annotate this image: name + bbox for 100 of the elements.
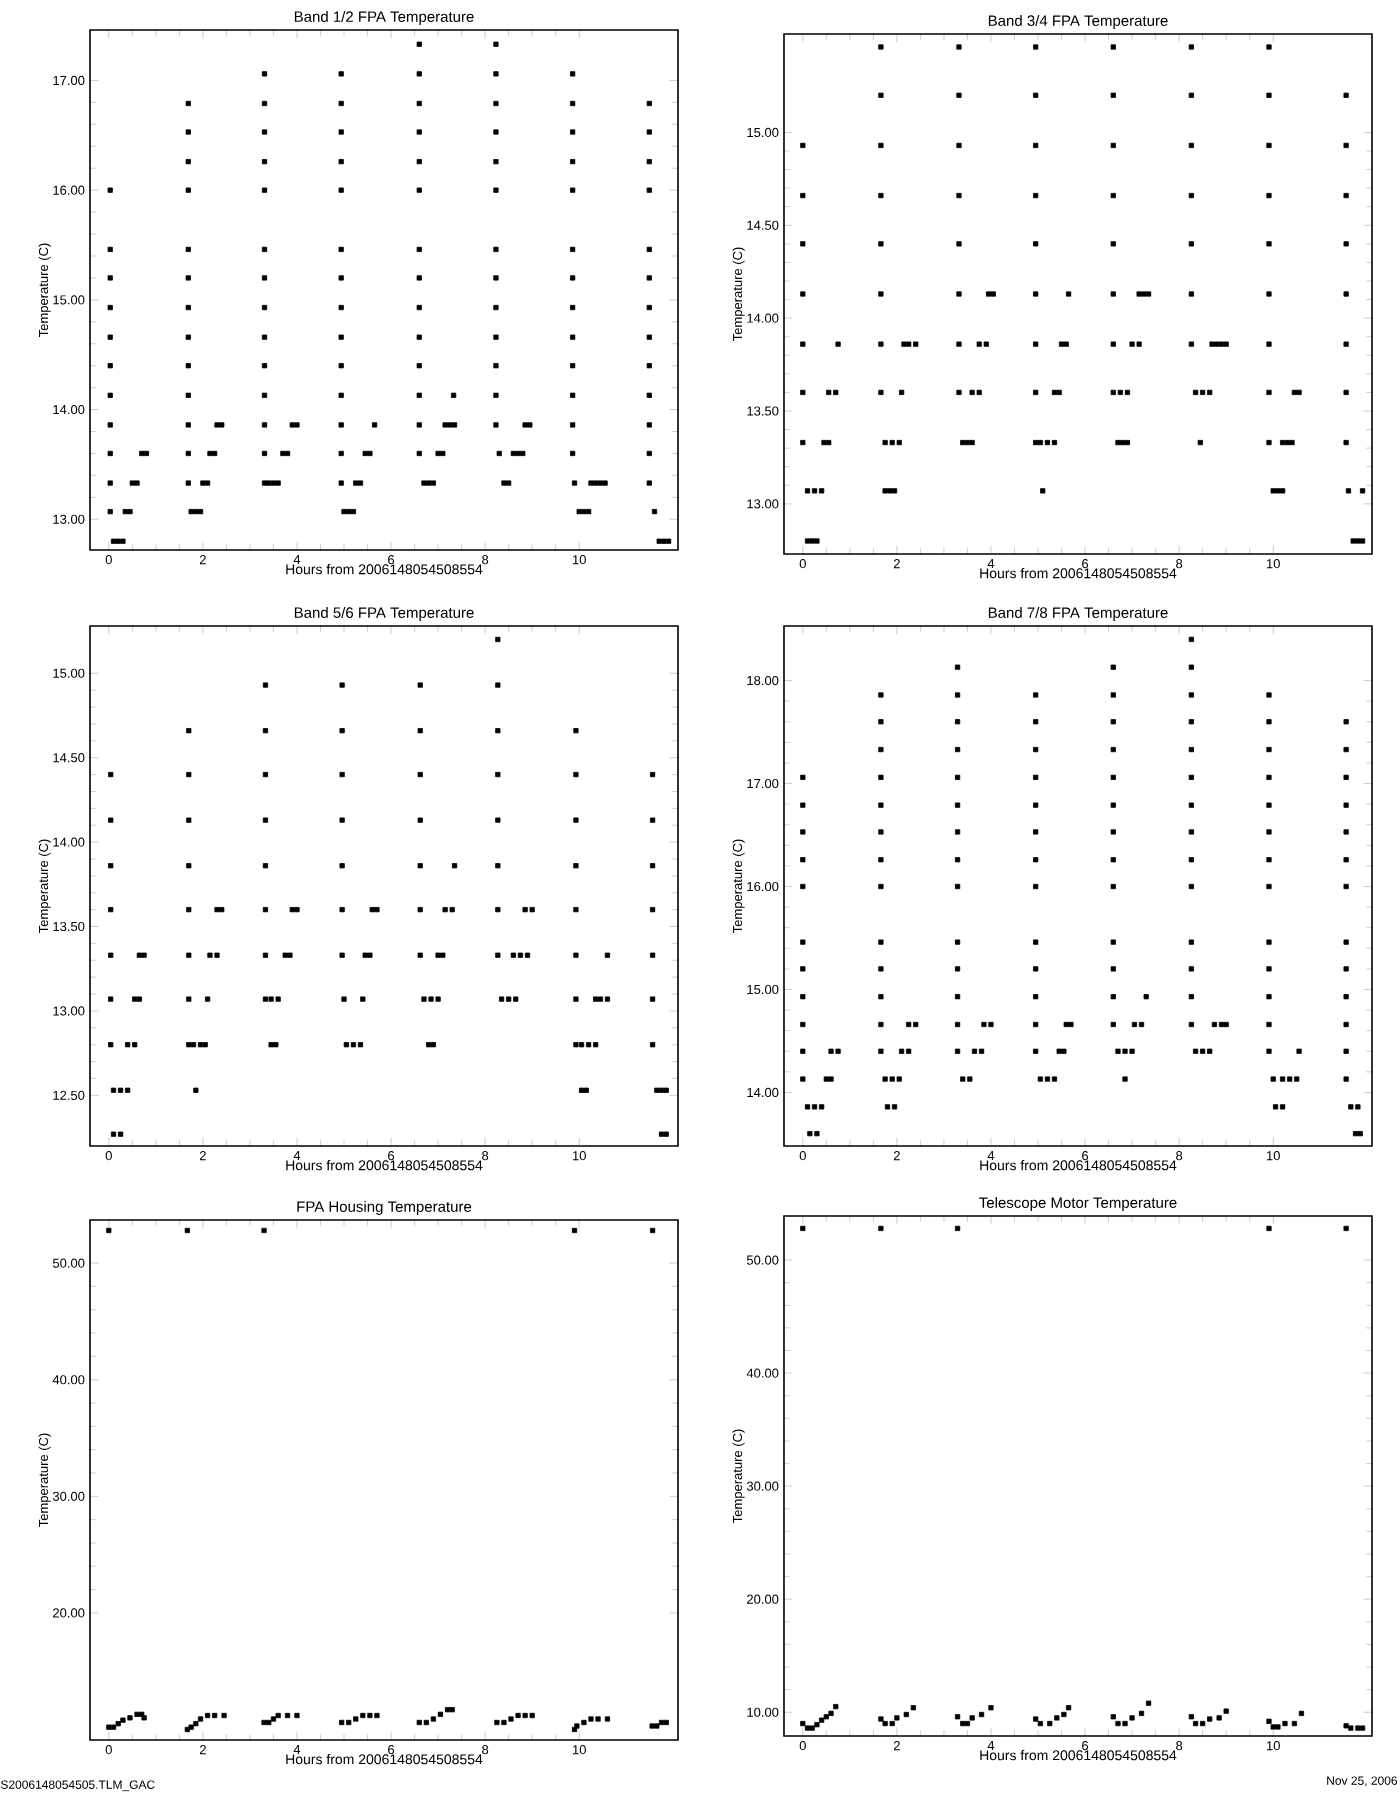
point xyxy=(1207,1716,1213,1722)
point xyxy=(184,1227,190,1234)
point xyxy=(1223,1708,1229,1714)
point xyxy=(508,1716,514,1722)
point xyxy=(1037,1720,1043,1727)
point xyxy=(889,1720,895,1727)
point xyxy=(1266,1718,1272,1724)
point xyxy=(120,1717,126,1723)
point xyxy=(654,1723,660,1729)
point xyxy=(910,1705,916,1711)
point xyxy=(1266,1225,1272,1232)
point xyxy=(106,1227,112,1234)
point xyxy=(650,1227,656,1234)
point xyxy=(430,1716,436,1722)
point xyxy=(1359,1725,1366,1731)
point xyxy=(823,1714,829,1720)
point xyxy=(1033,1716,1039,1722)
point xyxy=(106,1724,112,1730)
point xyxy=(819,1717,825,1723)
point xyxy=(809,1725,815,1731)
point xyxy=(1216,1715,1222,1721)
point xyxy=(1115,1720,1121,1727)
point xyxy=(437,1711,444,1717)
point xyxy=(1188,1714,1194,1720)
point xyxy=(423,1719,429,1726)
point xyxy=(878,1716,884,1722)
point xyxy=(367,1712,373,1719)
point xyxy=(110,1724,117,1730)
point xyxy=(115,1721,121,1727)
point xyxy=(1110,1714,1116,1720)
point xyxy=(339,1719,345,1726)
point xyxy=(814,1722,820,1728)
point xyxy=(804,1725,811,1731)
point xyxy=(800,1720,806,1727)
point xyxy=(522,1712,528,1719)
point xyxy=(894,1715,900,1721)
point xyxy=(141,1715,147,1721)
point xyxy=(903,1711,909,1718)
point xyxy=(374,1712,380,1719)
point xyxy=(1054,1715,1060,1721)
point xyxy=(139,1711,145,1717)
point xyxy=(1298,1710,1305,1716)
point xyxy=(294,1712,300,1719)
point xyxy=(444,1707,451,1713)
point xyxy=(529,1712,535,1719)
point xyxy=(515,1712,521,1719)
point xyxy=(1192,1720,1199,1727)
point xyxy=(833,1704,839,1710)
point xyxy=(588,1716,594,1722)
point xyxy=(360,1712,366,1719)
point xyxy=(1065,1705,1072,1711)
point xyxy=(501,1719,507,1726)
point xyxy=(969,1715,975,1721)
point xyxy=(581,1719,587,1726)
point xyxy=(1122,1720,1128,1727)
point xyxy=(954,1714,961,1720)
point xyxy=(954,1225,961,1232)
point xyxy=(1291,1720,1297,1727)
point xyxy=(134,1711,140,1717)
point xyxy=(828,1710,834,1716)
point xyxy=(261,1719,267,1726)
point xyxy=(882,1720,888,1727)
point xyxy=(1129,1715,1135,1721)
point xyxy=(346,1719,352,1726)
point xyxy=(878,1225,884,1232)
point xyxy=(1270,1724,1276,1730)
point xyxy=(960,1720,966,1727)
point xyxy=(205,1712,211,1719)
point xyxy=(1343,1225,1349,1232)
point xyxy=(284,1712,291,1719)
point xyxy=(353,1716,359,1722)
point xyxy=(1282,1720,1288,1727)
point xyxy=(1348,1725,1354,1731)
point xyxy=(212,1712,218,1719)
point xyxy=(127,1715,133,1721)
point xyxy=(978,1711,985,1718)
point xyxy=(1047,1720,1053,1727)
point xyxy=(1061,1711,1067,1718)
point xyxy=(1275,1724,1281,1730)
point xyxy=(266,1719,272,1726)
point xyxy=(604,1716,611,1722)
point xyxy=(649,1723,655,1729)
point xyxy=(1145,1700,1152,1706)
point xyxy=(275,1712,281,1719)
point xyxy=(221,1712,227,1719)
point xyxy=(1200,1720,1206,1727)
point xyxy=(416,1719,422,1726)
point xyxy=(197,1716,204,1722)
point xyxy=(1343,1723,1349,1729)
point xyxy=(193,1721,199,1727)
point xyxy=(449,1707,455,1713)
point xyxy=(1138,1710,1145,1716)
point xyxy=(964,1720,971,1727)
point xyxy=(261,1227,267,1234)
point xyxy=(494,1719,500,1726)
point xyxy=(663,1719,669,1726)
point xyxy=(1355,1725,1361,1731)
point xyxy=(270,1716,277,1722)
point xyxy=(571,1227,578,1234)
point xyxy=(800,1225,806,1232)
